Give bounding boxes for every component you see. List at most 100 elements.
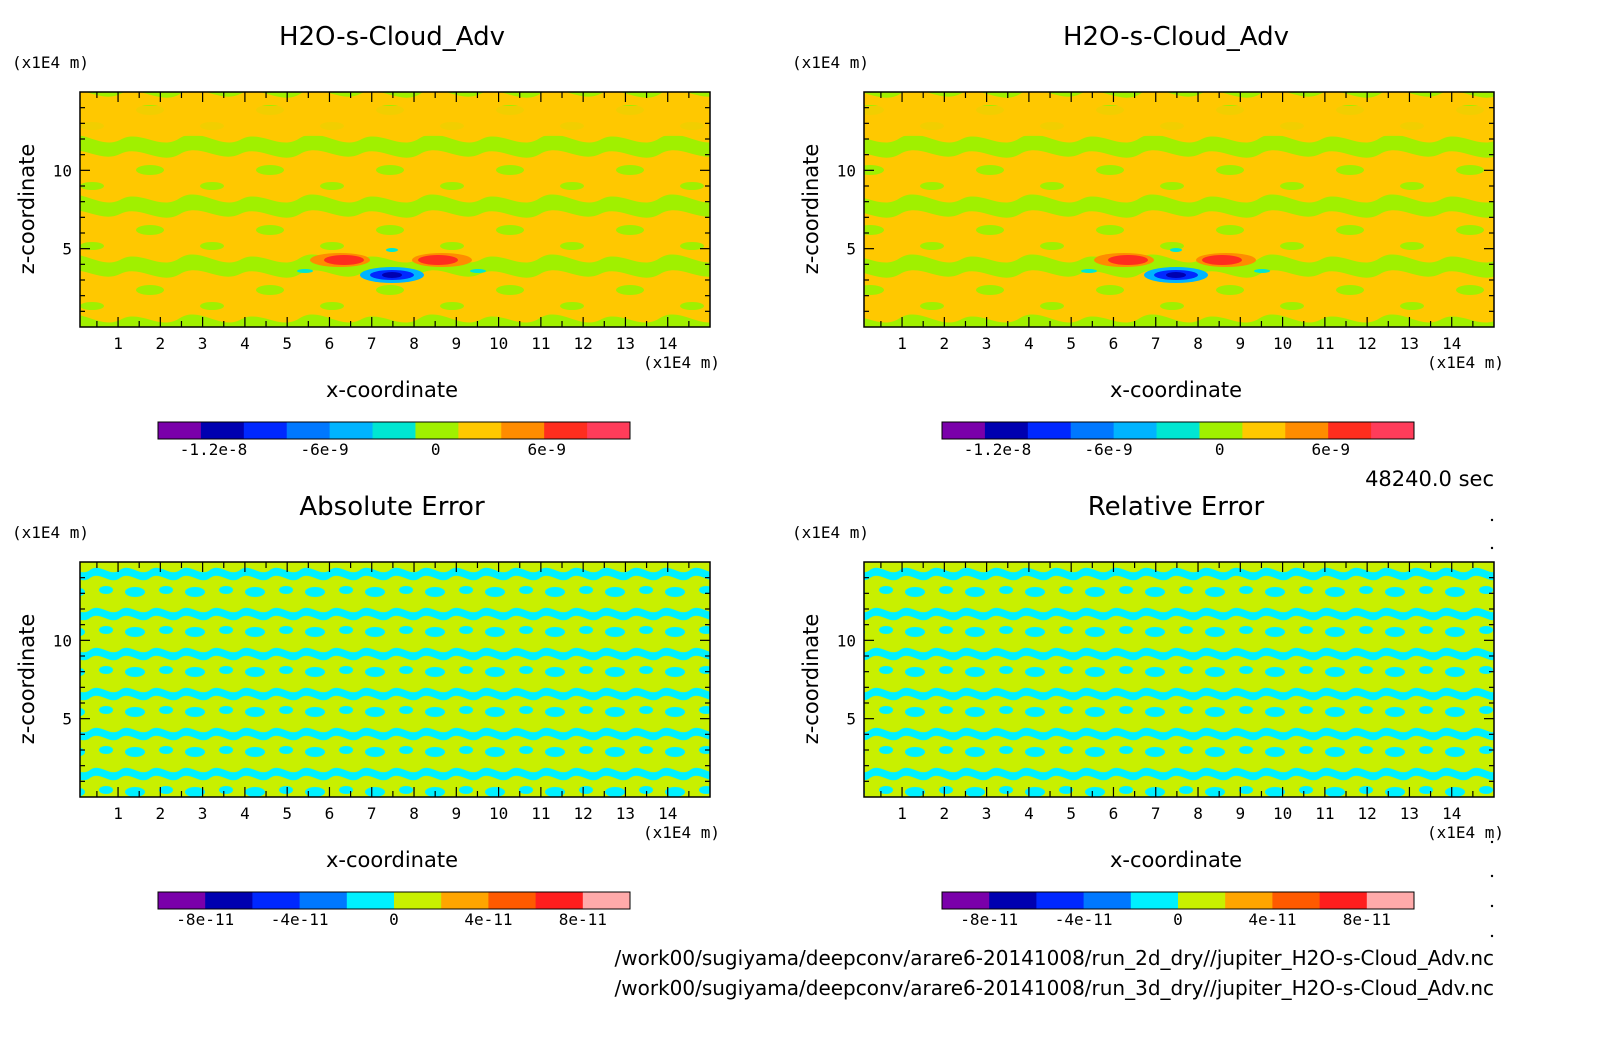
x-tick-label: 7	[367, 334, 377, 353]
colorbar-swatch	[1319, 892, 1368, 909]
red-anomaly-right-core	[418, 255, 458, 265]
x-tick-label: 6	[1109, 334, 1119, 353]
colorbar-label: 6e-9	[527, 440, 566, 459]
colorbar-swatch	[458, 422, 502, 439]
x-ticks: 1 2 3 4 5 6 7 8 9 10 11 12 13 14	[880, 92, 1474, 353]
colorbar-swatch	[535, 892, 584, 909]
x-tick-label: 3	[982, 334, 992, 353]
x-tick-label: 11	[1315, 334, 1334, 353]
x-tick-label: 5	[1066, 804, 1076, 823]
y-tick-label: 5	[846, 240, 856, 259]
y-tick-label: 10	[53, 631, 72, 650]
panel-bottom-right: Relative Error (x1E4 m) 1 2 3 4 5 6 7 8 9 10 11 12 1…	[792, 492, 1504, 929]
colorbar-swatch	[1328, 422, 1372, 439]
x-tick-label: 3	[982, 804, 992, 823]
x-tick-label: 8	[409, 804, 419, 823]
upper-warm-band	[80, 106, 710, 136]
x-tick-label: 3	[198, 804, 208, 823]
x-tick-label: 11	[531, 334, 550, 353]
cyan-speck	[1254, 269, 1270, 273]
x-tick-label: 12	[574, 334, 593, 353]
x-tick-label: 5	[1066, 334, 1076, 353]
colorbar-swatch	[158, 422, 202, 439]
colorbar-swatch	[1199, 422, 1243, 439]
colorbar-swatch	[984, 422, 1029, 439]
x-tick-label: 1	[113, 334, 123, 353]
y-ticks: 5 10	[53, 107, 710, 312]
colorbar-frame	[941, 891, 1415, 910]
x-tick-label: 7	[367, 804, 377, 823]
red-anomaly-left-core	[324, 255, 364, 265]
x-tick-label: 2	[156, 334, 166, 353]
colorbar-swatch	[1178, 892, 1226, 909]
footer-dots	[1490, 518, 1494, 938]
colorbar-swatch	[544, 422, 588, 439]
colorbar-swatch	[158, 892, 206, 909]
panel-title: H2O-s-Cloud_Adv	[279, 22, 505, 52]
panel-title: H2O-s-Cloud_Adv	[1063, 22, 1289, 52]
colorbar-label: 0	[1173, 910, 1183, 929]
red-anomaly-left-core	[1108, 255, 1148, 265]
y-axis-label: z-coordinate	[799, 144, 823, 275]
x-tick-label: 14	[1442, 804, 1461, 823]
x-unit-label: (x1E4 m)	[1427, 353, 1504, 372]
colorbar-swatch	[989, 892, 1037, 909]
x-tick-label: 2	[156, 804, 166, 823]
colorbar: -1.2e-8 -6e-9 0 6e-9	[941, 421, 1415, 459]
cyan-speck	[470, 269, 486, 273]
colorbar-swatch	[1036, 892, 1085, 909]
colorbar-label: 0	[1215, 440, 1225, 459]
y-tick-label: 10	[837, 631, 856, 650]
x-tick-label: 13	[1400, 804, 1419, 823]
plot-area	[863, 91, 1495, 328]
colorbar-swatch	[1113, 422, 1158, 439]
x-tick-label: 10	[489, 804, 508, 823]
cyan-speck	[297, 269, 313, 273]
colorbar: -8e-11 -4e-11 0 4e-11 8e-11	[941, 891, 1415, 929]
blue-anomaly-core	[382, 272, 402, 278]
colorbar-label: 8e-11	[1343, 910, 1391, 929]
colorbar-label: -8e-11	[960, 910, 1018, 929]
field-background	[80, 562, 710, 797]
time-stamp: 48240.0 sec	[1365, 467, 1494, 491]
colorbar-swatch	[205, 892, 253, 909]
x-tick-label: 14	[658, 334, 677, 353]
colorbar-swatch	[415, 422, 459, 439]
x-tick-label: 8	[409, 334, 419, 353]
y-axis-label: z-coordinate	[799, 614, 823, 745]
panel-top-left: H2O-s-Cloud_Adv (x1E4 m) 1 2 3 4 5 6 7 8 9 10 11 12…	[12, 22, 720, 459]
x-tick-label: 12	[1358, 334, 1377, 353]
y-tick-label: 5	[62, 710, 72, 729]
x-tick-label: 9	[1235, 804, 1245, 823]
plot-area	[79, 561, 711, 798]
x-tick-label: 11	[1315, 804, 1334, 823]
colorbar-label: -4e-11	[271, 910, 329, 929]
x-ticks: 1 2 3 4 5 6 7 8 9 10 11 12 13 14	[96, 92, 690, 353]
x-tick-label: 7	[1151, 804, 1161, 823]
x-tick-label: 6	[325, 804, 335, 823]
x-tick-label: 9	[1235, 334, 1245, 353]
plot-frame	[79, 561, 711, 798]
x-tick-label: 8	[1193, 334, 1203, 353]
colorbar-label: 6e-9	[1311, 440, 1350, 459]
colorbar-swatch	[1027, 422, 1072, 439]
x-tick-label: 11	[531, 804, 550, 823]
colorbar-swatch	[200, 422, 245, 439]
x-unit-label: (x1E4 m)	[643, 823, 720, 842]
x-tick-label: 3	[198, 334, 208, 353]
colorbar-swatch	[441, 892, 489, 909]
upper-warm-band	[864, 106, 1494, 136]
x-ticks: 1 2 3 4 5 6 7 8 9 10 11 12 13 14	[880, 562, 1474, 823]
colorbar-label: 4e-11	[464, 910, 512, 929]
colorbar-swatch	[1070, 422, 1115, 439]
colorbar: -1.2e-8 -6e-9 0 6e-9	[157, 421, 631, 459]
colorbar-swatch	[299, 892, 348, 909]
colorbar-swatch	[243, 422, 288, 439]
y-unit-label: (x1E4 m)	[792, 523, 869, 542]
colorbar-frame	[157, 421, 631, 440]
y-axis-label: z-coordinate	[15, 144, 39, 275]
y-tick-label: 5	[846, 710, 856, 729]
x-tick-label: 2	[940, 334, 950, 353]
y-tick-label: 10	[837, 161, 856, 180]
x-axis-label: x-coordinate	[326, 378, 458, 402]
